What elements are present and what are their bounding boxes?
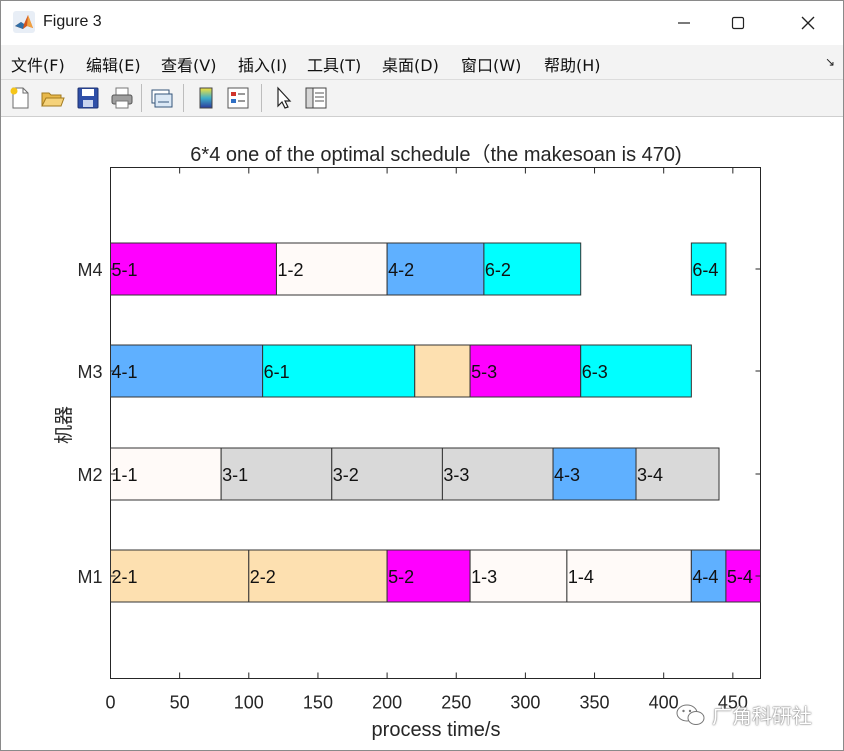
close-button[interactable] [785,1,831,45]
menu-edit[interactable]: 编辑(E) [86,56,141,75]
link-plot-icon[interactable] [149,85,175,111]
watermark-text: 广角科研社 [712,704,812,728]
toolbar-separator [261,84,262,112]
close-icon [801,16,815,30]
y-axis-label: 机器 [53,406,75,445]
x-axis-label: process time/s [371,719,501,741]
toolbar [1,80,843,117]
matlab-logo-icon [13,11,35,33]
title-bar[interactable]: Figure 3 [1,1,843,45]
wechat-icon [676,704,705,725]
open-file-icon[interactable] [39,85,65,111]
minimize-icon [678,22,690,24]
watermark: 广角科研社 [676,700,812,729]
menu-file[interactable]: 文件(F) [11,56,65,75]
menu-tools[interactable]: 工具(T) [307,56,362,75]
maximize-icon [731,16,745,30]
new-figure-icon[interactable] [7,85,33,111]
menu-bar: 文件(F) 编辑(E) 查看(V) 插入(I) 工具(T) 桌面(D) 窗口(W… [1,45,843,80]
menu-window[interactable]: 窗口(W) [461,56,522,75]
minimize-button[interactable] [661,1,707,45]
pointer-icon[interactable] [271,85,297,111]
toolbar-separator [183,84,184,112]
print-icon[interactable] [109,85,135,111]
window-title: Figure 3 [43,13,102,30]
dock-arrow-icon[interactable]: ↘ [824,55,835,69]
figure-canvas[interactable] [1,117,843,750]
maximize-button[interactable] [715,1,761,45]
chart-title: 6*4 one of the optimal schedule（the make… [190,144,682,166]
menu-desktop[interactable]: 桌面(D) [382,56,439,75]
menu-help[interactable]: 帮助(H) [544,56,601,75]
menu-insert[interactable]: 插入(I) [238,56,288,75]
save-icon[interactable] [75,85,101,111]
legend-icon[interactable] [225,85,251,111]
menu-view[interactable]: 查看(V) [161,56,217,75]
toolbar-separator [141,84,142,112]
property-inspector-icon[interactable] [303,85,329,111]
colorbar-icon[interactable] [193,85,219,111]
